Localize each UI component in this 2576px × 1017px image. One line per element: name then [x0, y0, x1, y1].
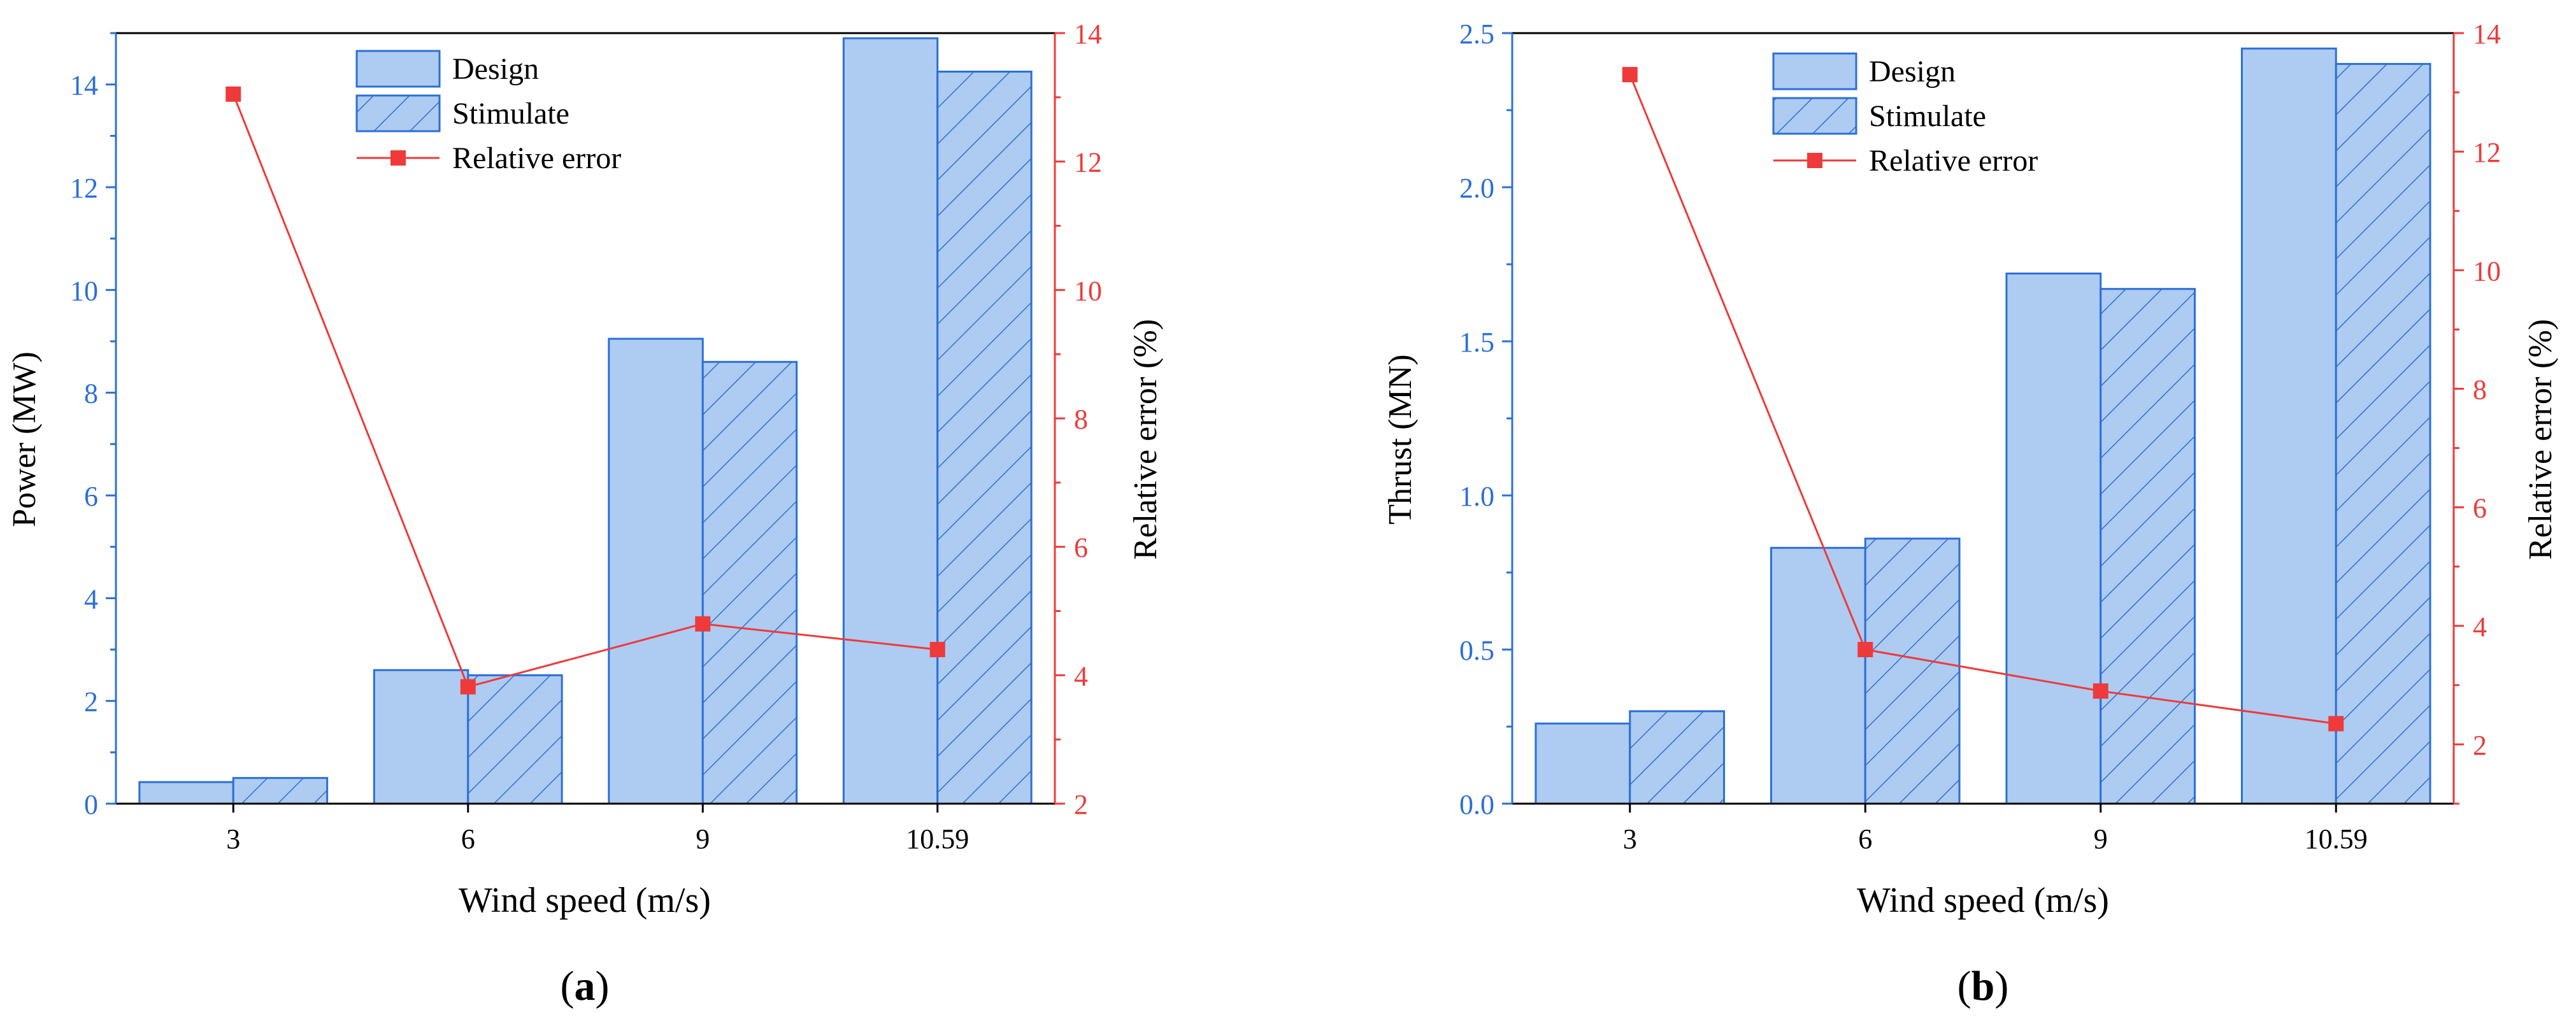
- left-tick-label-14: 14: [70, 70, 98, 101]
- right-tick-label-8: 8: [2473, 374, 2487, 405]
- legend-swatch-stimulate: [355, 94, 441, 132]
- relative-error-point-9: [2093, 683, 2108, 699]
- relative-error-point-6: [460, 679, 476, 695]
- error-line-b: [1622, 67, 2344, 732]
- bars-b: [1535, 47, 2431, 805]
- legend-label-design: Design: [452, 52, 539, 86]
- right-tick-label-6: 6: [2473, 493, 2487, 524]
- right-tick-label-12: 12: [2473, 137, 2501, 168]
- left-axis-ticks-a: 0 2 4 6 8 10 12 14: [70, 32, 116, 820]
- bar-design-3: [1535, 722, 1631, 805]
- y-axis-label-right-b: Relative error (%): [2522, 319, 2559, 560]
- legend-swatch-design: [1772, 52, 1857, 90]
- left-tick-label-8: 8: [84, 378, 98, 409]
- panel-label-b-letter: b: [1971, 963, 1995, 1009]
- legend-label-relative-error: Relative error: [1869, 144, 2038, 178]
- left-tick-label-0: 0: [84, 789, 98, 820]
- left-tick-label-2.5: 2.5: [1459, 18, 1494, 50]
- panel-label-b: (b): [1957, 963, 2009, 1009]
- x-tick-label-10.59: 10.59: [906, 823, 969, 855]
- right-axis-ticks-a: 2 4 6 8 10 12 14: [1055, 18, 1102, 820]
- x-axis-label-a: Wind speed (m/s): [459, 881, 711, 920]
- legend-label-relative-error: Relative error: [452, 141, 621, 175]
- right-tick-label-2: 2: [2473, 730, 2487, 761]
- bar-design-10.59: [2240, 47, 2337, 805]
- bar-stimulate-6: [1864, 537, 1961, 805]
- left-tick-label-2.0: 2.0: [1459, 173, 1494, 204]
- x-tick-label-9: 9: [696, 823, 710, 855]
- x-axis-label-b: Wind speed (m/s): [1857, 881, 2109, 920]
- relative-error-point-10.59: [2328, 716, 2344, 732]
- right-tick-label-10: 10: [1074, 275, 1102, 306]
- bar-design-6: [1770, 546, 1866, 805]
- left-tick-label-12: 12: [70, 173, 98, 204]
- right-tick-label-6: 6: [1074, 532, 1088, 564]
- x-tick-label-3: 3: [226, 823, 240, 855]
- bar-design-3: [138, 781, 234, 805]
- bar-stimulate-3: [232, 777, 329, 805]
- x-tick-label-10.59: 10.59: [2305, 823, 2368, 855]
- left-tick-label-0.5: 0.5: [1459, 635, 1494, 666]
- bar-stimulate-10.59: [2335, 62, 2431, 805]
- relative-error-point-3: [1622, 67, 1638, 83]
- relative-error-point-10.59: [929, 642, 945, 657]
- left-axis-ticks-b: 0.0 0.5 1.0 1.5 2.0 2.5: [1459, 18, 1512, 820]
- panel-a: 0 2 4 6 8 10 12 14 2 4 6 8 10 12 14 3 6 9 10.59 Power (M…: [6, 18, 1164, 1009]
- bar-stimulate-6: [467, 674, 563, 805]
- panel-b: 0.0 0.5 1.0 1.5 2.0 2.5 2 4 6 8 10 12 14 3 6 9 10.59 T…: [1382, 18, 2559, 1009]
- left-tick-label-6: 6: [84, 481, 98, 512]
- legend-swatch-design: [355, 50, 441, 88]
- x-tick-label-6: 6: [461, 823, 475, 855]
- bar-stimulate-3: [1629, 710, 1726, 805]
- relative-error-point-6: [1857, 642, 1873, 657]
- relative-error-point-3: [225, 86, 241, 102]
- x-tick-label-3: 3: [1623, 823, 1637, 855]
- right-tick-label-4: 4: [1074, 660, 1088, 692]
- legend-swatch-stimulate: [1772, 97, 1857, 135]
- relative-error-point-9: [695, 616, 711, 632]
- bar-stimulate-9: [2100, 288, 2196, 805]
- panel-label-a: (a): [561, 963, 610, 1009]
- y-axis-label-left-b: Thrust (MN): [1382, 354, 1419, 524]
- relative-error-line: [1629, 74, 2336, 725]
- error-line-a: [225, 86, 945, 695]
- bar-design-10.59: [842, 37, 939, 805]
- x-tick-label-9: 9: [2094, 823, 2108, 855]
- right-tick-label-14: 14: [2473, 18, 2501, 50]
- legend-label-stimulate: Stimulate: [452, 97, 569, 131]
- y-axis-label-left-a: Power (MW): [6, 352, 43, 527]
- legend-b: Design Stimulate Relative error: [1772, 52, 2038, 178]
- y-axis-label-right-a: Relative error (%): [1127, 319, 1164, 560]
- legend-a: Design Stimulate Relative error: [355, 50, 621, 175]
- bar-stimulate-9: [701, 360, 798, 805]
- right-tick-label-12: 12: [1074, 147, 1102, 178]
- left-tick-label-0.0: 0.0: [1459, 789, 1494, 820]
- panel-label-a-letter: a: [575, 963, 596, 1009]
- relative-error-line: [232, 94, 938, 688]
- bar-stimulate-10.59: [936, 71, 1033, 805]
- left-tick-label-1.0: 1.0: [1459, 481, 1494, 512]
- left-tick-label-1.5: 1.5: [1459, 327, 1494, 358]
- x-tick-label-6: 6: [1858, 823, 1872, 855]
- right-tick-label-8: 8: [1074, 404, 1088, 435]
- bar-design-9: [2005, 273, 2102, 805]
- x-axis-ticks-b: 3 6 9 10.59: [1623, 804, 2368, 855]
- right-tick-label-2: 2: [1074, 789, 1088, 820]
- right-tick-label-14: 14: [1074, 18, 1102, 50]
- left-tick-label-10: 10: [70, 275, 98, 306]
- bar-design-6: [373, 669, 469, 805]
- bars-a: [138, 37, 1033, 805]
- legend-label-design: Design: [1869, 55, 1956, 89]
- x-axis-ticks-a: 3 6 9 10.59: [226, 804, 969, 855]
- legend-marker-relative-error: [1807, 153, 1822, 168]
- left-tick-label-4: 4: [84, 583, 98, 615]
- bar-design-9: [608, 338, 704, 805]
- left-tick-label-2: 2: [84, 686, 98, 718]
- right-axis-ticks-b: 2 4 6 8 10 12 14: [2454, 18, 2501, 805]
- legend-marker-relative-error: [390, 150, 406, 166]
- right-tick-label-10: 10: [2473, 255, 2501, 287]
- right-tick-label-4: 4: [2473, 611, 2487, 643]
- legend-label-stimulate: Stimulate: [1869, 99, 1986, 133]
